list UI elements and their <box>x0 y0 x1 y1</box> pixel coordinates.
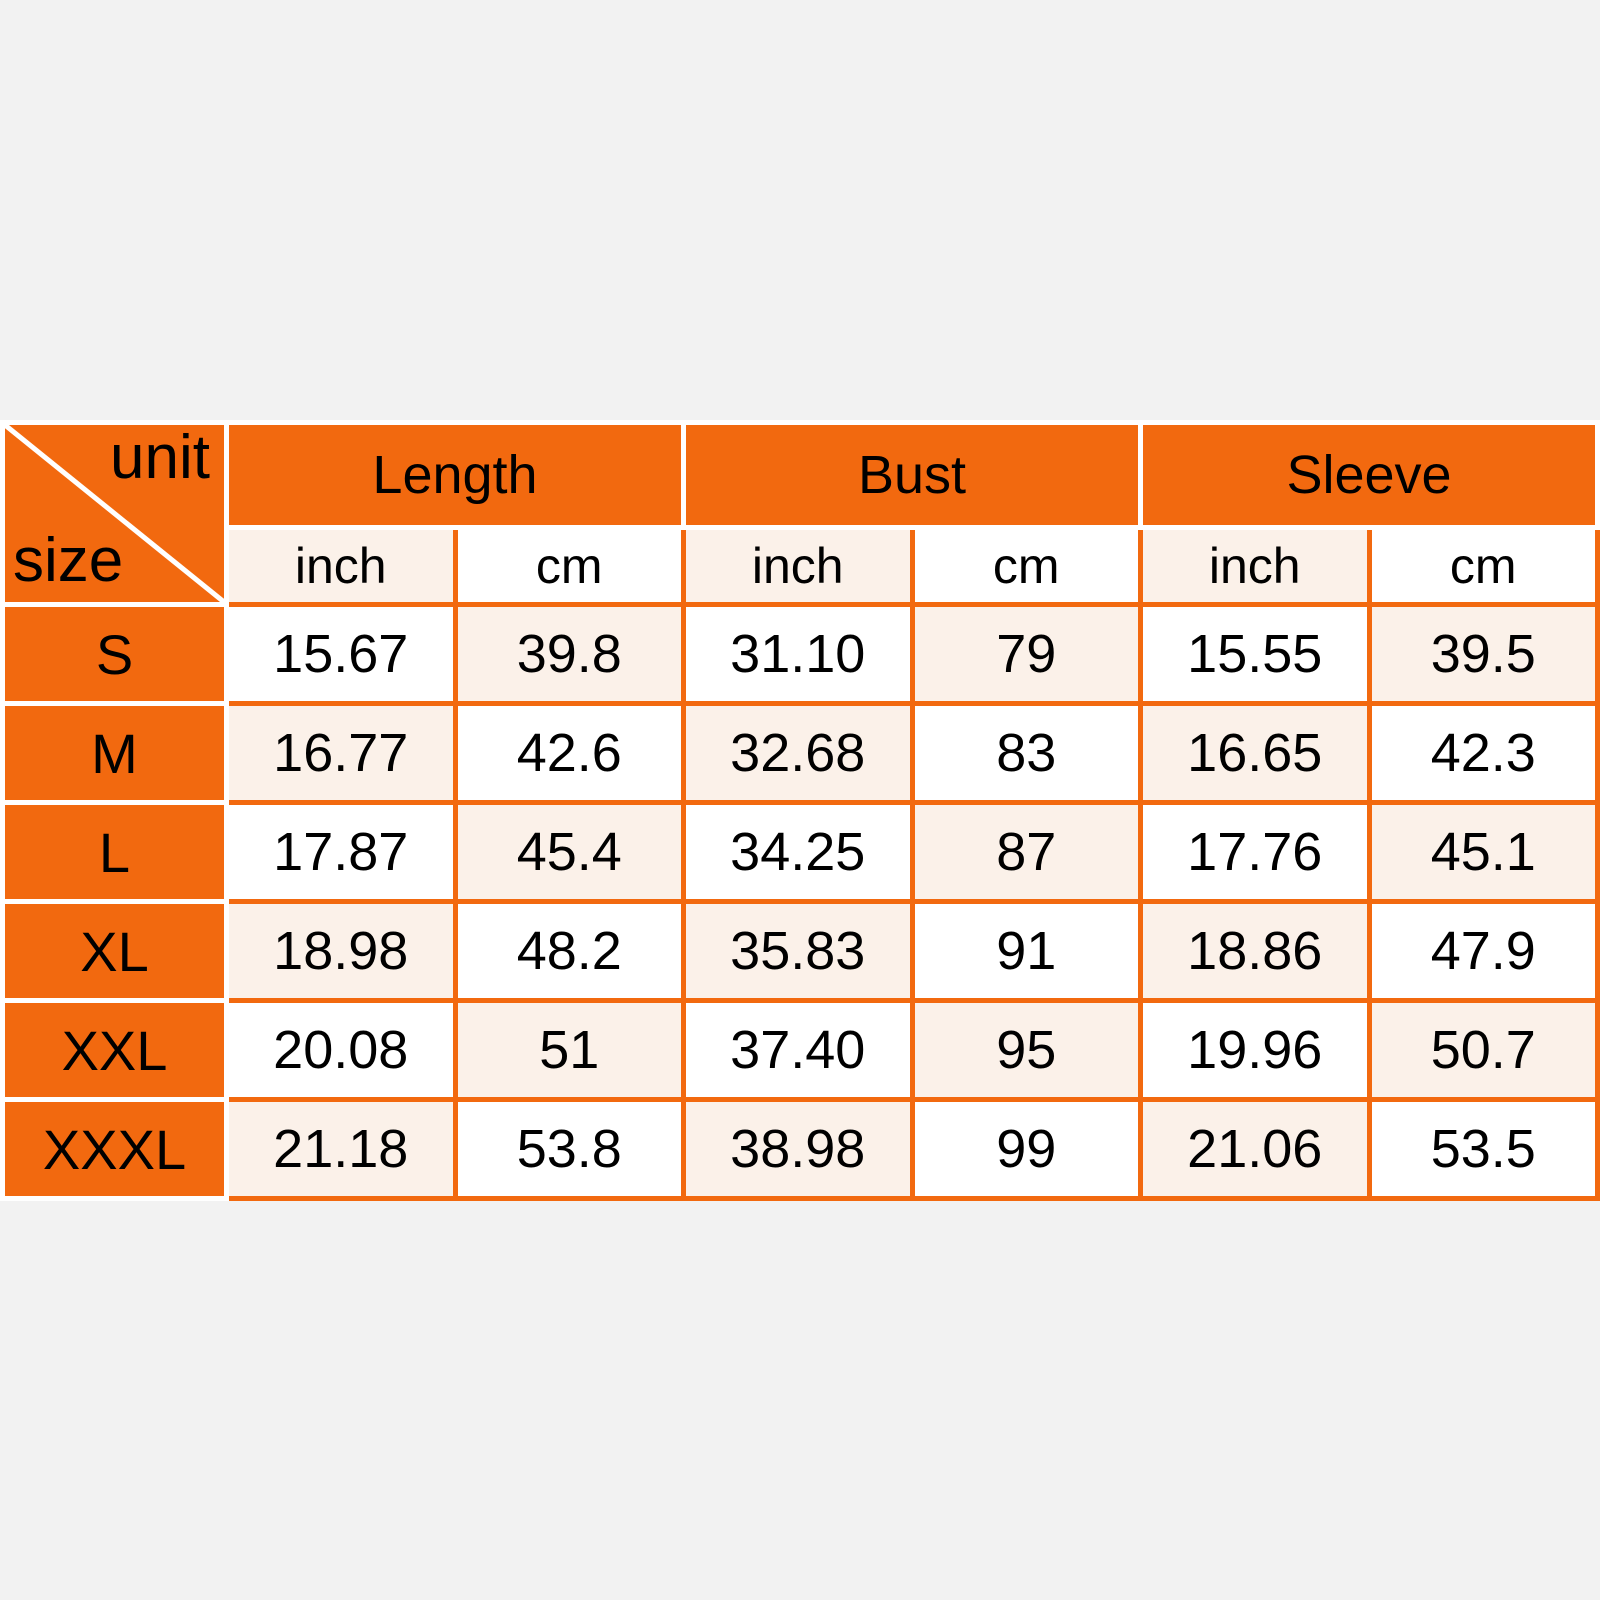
size-row-header: XXL <box>0 998 229 1102</box>
size-row-header: XL <box>0 899 229 1003</box>
table-row: XXXL 21.18 53.8 38.98 99 21.06 53.5 <box>0 1097 1600 1201</box>
value-cell: 99 <box>909 1097 1143 1201</box>
value-cell: 18.98 <box>224 899 458 1003</box>
value-cell: 38.98 <box>681 1097 915 1201</box>
value-cell: 42.6 <box>452 701 686 805</box>
size-row-header: L <box>0 800 229 904</box>
table-row: S 15.67 39.8 31.10 79 15.55 39.5 <box>0 602 1600 706</box>
unit-header-cell: cm <box>909 525 1143 607</box>
value-cell: 34.25 <box>681 800 915 904</box>
table-row: XL 18.98 48.2 35.83 91 18.86 47.9 <box>0 899 1600 1003</box>
size-chart-table: unit size Length Bust Sleeve inch cm inc… <box>0 420 1600 1201</box>
value-cell: 37.40 <box>681 998 915 1102</box>
value-cell: 17.87 <box>224 800 458 904</box>
value-cell: 45.4 <box>452 800 686 904</box>
value-cell: 21.06 <box>1138 1097 1372 1201</box>
diagonal-divider-line <box>5 425 224 602</box>
size-row-header: XXXL <box>0 1097 229 1201</box>
unit-header-cell: cm <box>452 525 686 607</box>
value-cell: 91 <box>909 899 1143 1003</box>
unit-header-cell: inch <box>224 525 458 607</box>
value-cell: 17.76 <box>1138 800 1372 904</box>
size-chart: unit size Length Bust Sleeve inch cm inc… <box>0 420 1600 1201</box>
value-cell: 95 <box>909 998 1143 1102</box>
size-row-header: S <box>0 602 229 706</box>
value-cell: 45.1 <box>1366 800 1600 904</box>
unit-header-row: inch cm inch cm inch cm <box>3 525 1600 607</box>
value-cell: 31.10 <box>681 602 915 706</box>
value-cell: 16.65 <box>1138 701 1372 805</box>
value-cell: 51 <box>452 998 686 1102</box>
value-cell: 15.67 <box>224 602 458 706</box>
unit-header-cell: inch <box>681 525 915 607</box>
unit-header-cell: inch <box>1138 525 1372 607</box>
value-cell: 20.08 <box>224 998 458 1102</box>
value-cell: 35.83 <box>681 899 915 1003</box>
group-header-sleeve: Sleeve <box>1138 420 1600 530</box>
value-cell: 48.2 <box>452 899 686 1003</box>
value-cell: 39.8 <box>452 602 686 706</box>
value-cell: 19.96 <box>1138 998 1372 1102</box>
value-cell: 53.5 <box>1366 1097 1600 1201</box>
corner-unit-label: unit <box>110 423 210 492</box>
table-row: M 16.77 42.6 32.68 83 16.65 42.3 <box>0 701 1600 805</box>
value-cell: 42.3 <box>1366 701 1600 805</box>
value-cell: 50.7 <box>1366 998 1600 1102</box>
table-row: L 17.87 45.4 34.25 87 17.76 45.1 <box>0 800 1600 904</box>
value-cell: 18.86 <box>1138 899 1372 1003</box>
corner-size-label: size <box>13 526 124 595</box>
unit-header-cell: cm <box>1366 525 1600 607</box>
value-cell: 15.55 <box>1138 602 1372 706</box>
corner-cell: unit size <box>0 420 229 607</box>
value-cell: 21.18 <box>224 1097 458 1201</box>
value-cell: 39.5 <box>1366 602 1600 706</box>
value-cell: 16.77 <box>224 701 458 805</box>
value-cell: 79 <box>909 602 1143 706</box>
value-cell: 83 <box>909 701 1143 805</box>
value-cell: 53.8 <box>452 1097 686 1201</box>
group-header-length: Length <box>224 420 686 530</box>
value-cell: 47.9 <box>1366 899 1600 1003</box>
group-header-bust: Bust <box>681 420 1143 530</box>
value-cell: 87 <box>909 800 1143 904</box>
value-cell: 32.68 <box>681 701 915 805</box>
group-header-row: unit size Length Bust Sleeve <box>0 420 1600 607</box>
table-row: XXL 20.08 51 37.40 95 19.96 50.7 <box>0 998 1600 1102</box>
size-row-header: M <box>0 701 229 805</box>
